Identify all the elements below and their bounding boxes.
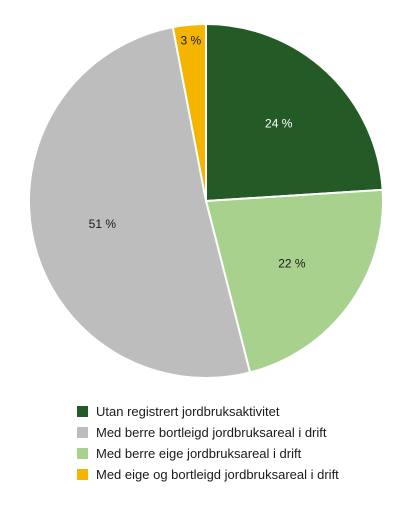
- pie-slice-med-berre-bortleigd-jordbruksareal-i-drift: [28, 25, 252, 379]
- legend-item-med-eige-og-bortleigd-jordbruksareal-i-drift: Med eige og bortleigd jordbruksareal i d…: [77, 464, 339, 485]
- legend-item-utan-registrert-jordbruksaktivitet: Utan registrert jordbruksaktivitet: [77, 401, 339, 422]
- data-label-med-berre-bortleigd-jordbruksareal-i-drift: 51 %: [89, 217, 117, 231]
- legend-swatch: [77, 427, 88, 438]
- data-label-med-eige-og-bortleigd-jordbruksareal-i-drift: 3 %: [180, 34, 201, 48]
- legend-label: Med berre bortleigd jordbruksareal i dri…: [96, 425, 327, 440]
- legend-item-med-berre-bortleigd-jordbruksareal-i-drift: Med berre bortleigd jordbruksareal i dri…: [77, 422, 339, 443]
- pie-slice-med-eige-og-bortleigd-jordbruksareal-i-drift: [171, 22, 207, 202]
- legend-label: Med eige og bortleigd jordbruksareal i d…: [96, 467, 339, 482]
- legend-item-med-berre-eige-jordbruksareal-i-drift: Med berre eige jordbruksareal i drift: [77, 443, 339, 464]
- legend-label: Med berre eige jordbruksareal i drift: [96, 446, 302, 461]
- pie-chart: 24 % 22 % 51 % 3 %: [28, 22, 384, 379]
- legend-label: Utan registrert jordbruksaktivitet: [96, 404, 280, 419]
- legend-swatch: [77, 406, 88, 417]
- pie-slice-utan-registrert-jordbruksaktivitet: [205, 22, 384, 203]
- legend-swatch: [77, 448, 88, 459]
- legend: Utan registrert jordbruksaktivitet Med be…: [77, 401, 339, 485]
- data-label-utan-registrert-jordbruksaktivitet: 24 %: [265, 117, 293, 131]
- data-label-med-berre-eige-jordbruksareal-i-drift: 22 %: [278, 256, 306, 270]
- pie-slice-med-berre-eige-jordbruksareal-i-drift: [204, 188, 384, 374]
- legend-swatch: [77, 469, 88, 480]
